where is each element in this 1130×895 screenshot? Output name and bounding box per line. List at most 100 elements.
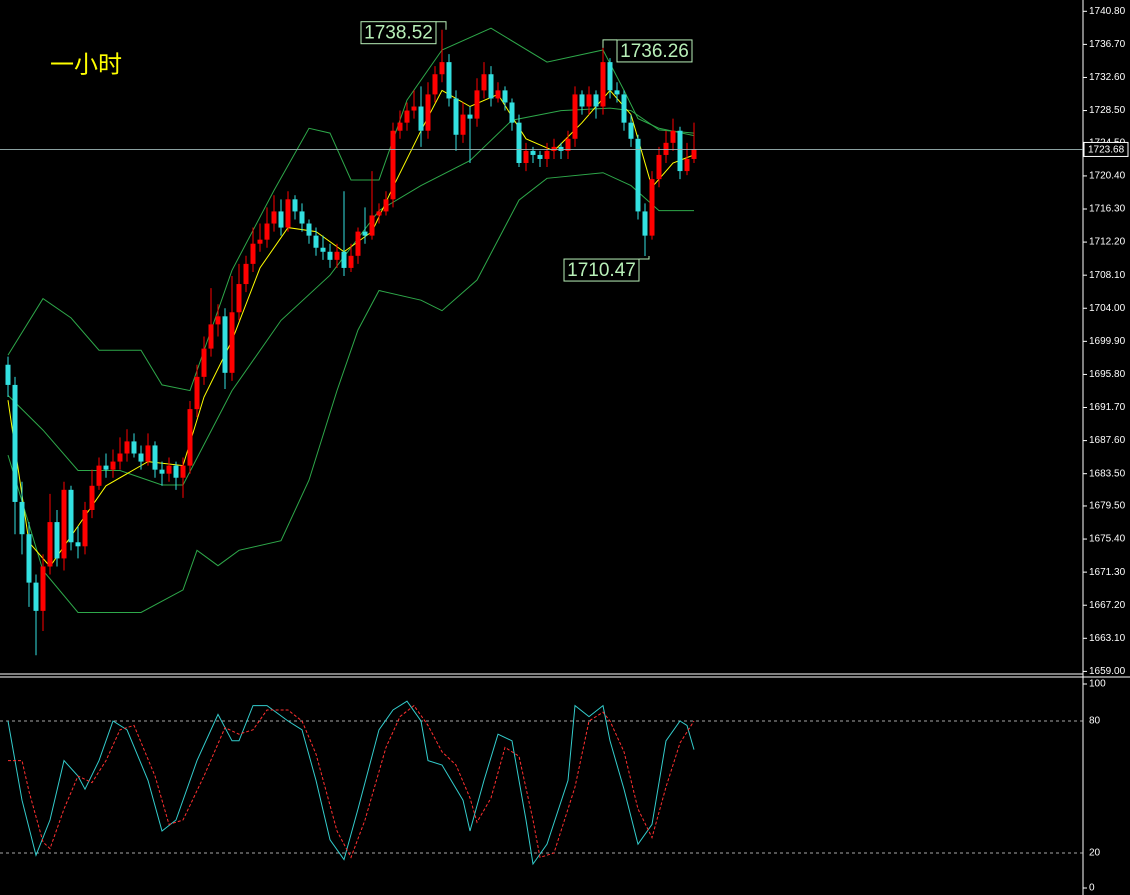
y-tick-label: 100	[1089, 679, 1106, 690]
candle-body	[488, 74, 494, 99]
y-tick-label: 1667.20	[1089, 600, 1126, 611]
chart-title: 一小时	[50, 51, 122, 78]
y-tick-label: 1687.60	[1089, 435, 1126, 446]
candle-body	[257, 239, 263, 244]
y-tick-label: 20	[1089, 848, 1101, 859]
y-tick-label: 1740.80	[1089, 6, 1126, 17]
price-label-box	[563, 258, 640, 282]
price-label-connector	[436, 21, 447, 30]
candle-body	[264, 223, 270, 240]
candle-body	[516, 122, 522, 164]
candle-body	[586, 94, 592, 107]
candle-body	[565, 138, 571, 151]
candle-body	[579, 94, 585, 107]
candle-body	[208, 324, 214, 349]
candle-body	[145, 445, 151, 462]
candle-body	[5, 364, 11, 385]
candle-body	[656, 154, 662, 180]
candle-body	[19, 501, 25, 535]
y-tick-label: 1679.50	[1089, 501, 1126, 512]
oscillator-line	[7, 700, 695, 866]
candle-body	[649, 179, 655, 236]
candle-body	[369, 215, 375, 236]
candle-body	[285, 199, 291, 228]
y-tick-label: 1716.30	[1089, 204, 1126, 215]
candle-body	[460, 114, 466, 135]
candle-body	[635, 138, 641, 212]
candle-body	[320, 247, 326, 252]
candle-body	[614, 90, 620, 95]
candle-body	[397, 122, 403, 131]
candle-body	[243, 263, 249, 285]
candle-body	[103, 465, 109, 470]
candle-body	[341, 251, 347, 268]
candle-body	[467, 114, 473, 119]
candle-body	[523, 150, 529, 164]
candle-body	[124, 441, 130, 454]
candle-body	[404, 110, 410, 123]
candle-body	[607, 62, 613, 91]
candle-body	[40, 566, 46, 611]
candle-body	[544, 150, 550, 159]
candle-body	[425, 94, 431, 131]
y-tick-label: 1704.00	[1089, 303, 1126, 314]
candle-body	[306, 223, 312, 236]
candle-body	[432, 74, 438, 95]
price-panel: 1740.801736.701732.601728.501724.501720.…	[0, 6, 1129, 677]
candle-body	[82, 509, 88, 547]
candle-body	[194, 376, 200, 410]
price-label: 1710.47	[567, 260, 636, 281]
candle-body	[236, 284, 242, 313]
candle-body	[292, 199, 298, 212]
y-tick-label: 1675.40	[1089, 534, 1126, 545]
candle-body	[453, 98, 459, 135]
y-tick-label: 1728.50	[1089, 105, 1126, 116]
candle-body	[376, 211, 382, 216]
y-tick-label: 1663.10	[1089, 633, 1126, 644]
candle-body	[110, 461, 116, 470]
y-tick-label: 1683.50	[1089, 468, 1126, 479]
candle-body	[684, 158, 690, 172]
candle-body	[54, 522, 60, 559]
price-label: 1738.52	[364, 23, 433, 44]
candle-body	[390, 130, 396, 200]
candle-body	[439, 62, 445, 75]
candle-body	[47, 522, 53, 567]
price-label-box	[616, 39, 693, 63]
candle-body	[75, 542, 81, 547]
candle-body	[299, 211, 305, 224]
candle-body	[131, 441, 137, 454]
candle-body	[271, 211, 277, 224]
y-tick-label: 1659.00	[1089, 666, 1126, 677]
oscillator-line	[8, 704, 695, 859]
candle-body	[509, 102, 515, 123]
y-tick-label: 1736.70	[1089, 39, 1126, 50]
y-tick-label: 1671.30	[1089, 567, 1126, 578]
candle-body	[572, 94, 578, 139]
candle-body	[152, 445, 158, 470]
indicator-line	[7, 172, 694, 613]
candle-body	[446, 62, 452, 99]
candle-body	[537, 154, 543, 159]
candle-body	[138, 453, 144, 462]
candle-body	[551, 146, 557, 151]
candle-body	[68, 489, 74, 543]
candle-body	[691, 149, 697, 159]
candle-body	[348, 255, 354, 268]
candle-body	[502, 90, 508, 103]
y-tick-label: 1691.70	[1089, 402, 1126, 413]
candle-body	[201, 348, 207, 377]
candle-body	[355, 231, 361, 256]
candle-body	[229, 312, 235, 373]
candle-body	[222, 316, 228, 373]
last-price-label: 1723.68	[1088, 145, 1125, 156]
candle-body	[628, 122, 634, 139]
candle-body	[327, 251, 333, 260]
oscillator-panel: 0 20 80 100	[0, 679, 1106, 894]
y-tick-label: 1712.20	[1089, 237, 1126, 248]
candle-body	[61, 489, 67, 559]
candle-body	[411, 106, 417, 111]
candle-body	[495, 90, 501, 99]
